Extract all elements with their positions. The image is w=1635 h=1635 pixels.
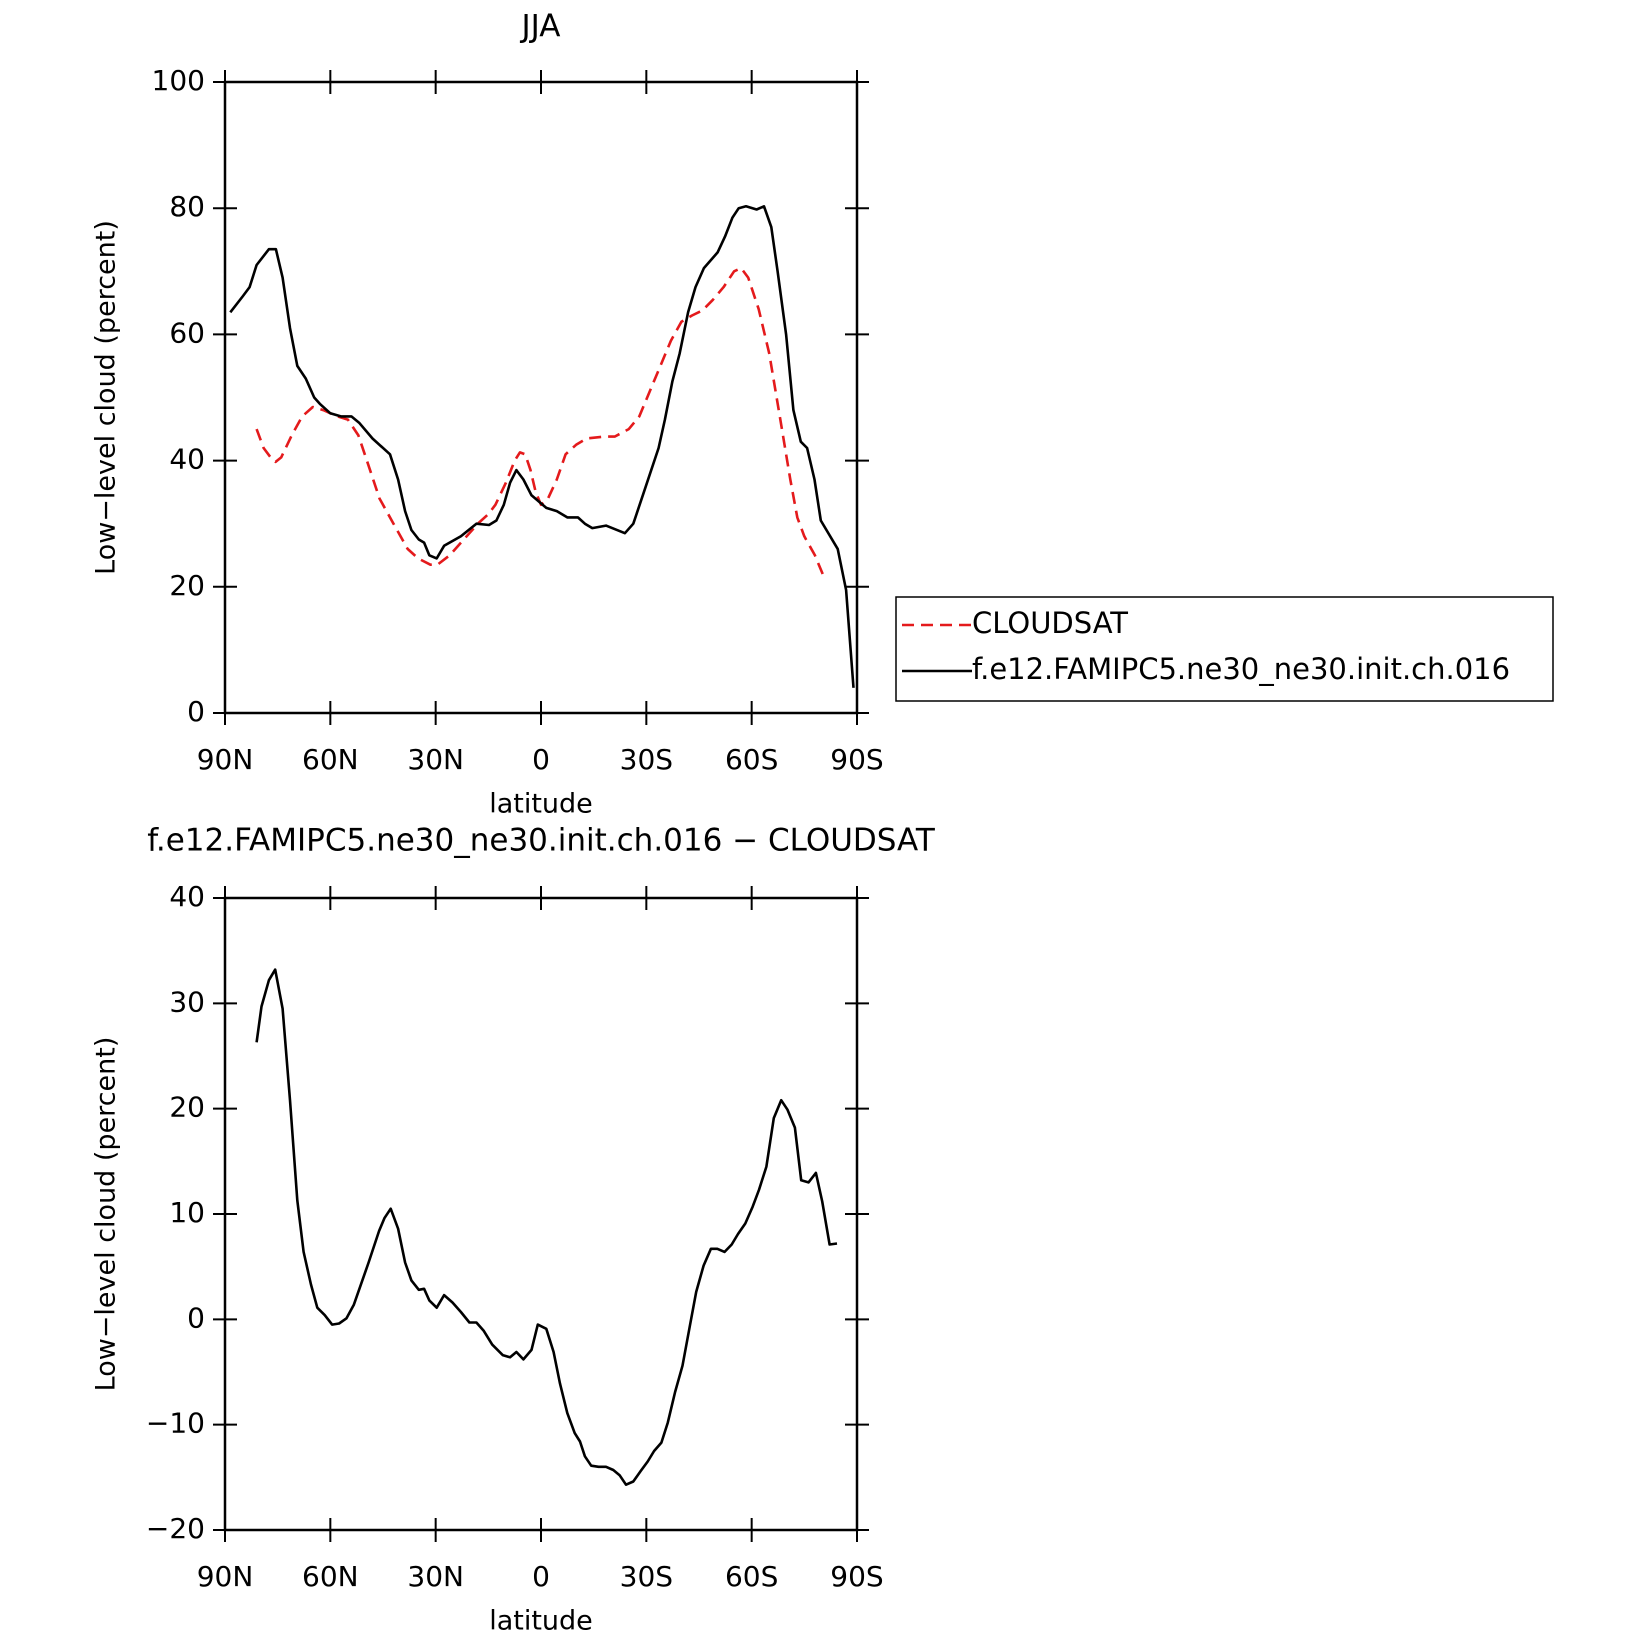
chart-title: JJA [520, 9, 561, 45]
legend-box [895, 596, 1554, 702]
data-line [255, 968, 838, 1486]
plot-frame [223, 896, 859, 1532]
y-tick-label: 20 [169, 1091, 205, 1124]
x-tick-label: 90S [830, 743, 883, 776]
legend-label: f.e12.FAMIPC5.ne30_ne30.init.ch.016 [972, 652, 1510, 686]
y-tick-label: 10 [169, 1196, 205, 1229]
x-tick-label: 0 [532, 1560, 550, 1593]
x-tick-label: 60N [302, 743, 359, 776]
x-tick-label: 90S [830, 1560, 883, 1593]
x-tick-label: 90N [197, 1560, 254, 1593]
y-tick-label: 30 [169, 985, 205, 1018]
y-tick-label: 100 [152, 64, 205, 97]
x-tick-label: 30N [407, 743, 464, 776]
y-tick-label: 20 [169, 569, 205, 602]
x-tick-label: 0 [532, 743, 550, 776]
legend-label: CLOUDSAT [972, 606, 1128, 640]
y-tick-label: −20 [146, 1512, 205, 1545]
y-tick-label: 40 [169, 443, 205, 476]
x-tick-label: 30S [620, 1560, 673, 1593]
y-axis-label: Low−level cloud (percent) [91, 220, 122, 575]
y-axis-label: Low−level cloud (percent) [91, 1037, 122, 1392]
plot-frame [223, 80, 859, 715]
y-tick-label: 60 [169, 316, 205, 349]
x-axis-label: latitude [489, 789, 593, 820]
y-tick-label: 0 [187, 695, 205, 728]
x-tick-label: 60S [725, 743, 778, 776]
y-tick-label: 80 [169, 190, 205, 223]
y-tick-label: −10 [146, 1407, 205, 1440]
x-tick-label: 30S [620, 743, 673, 776]
data-line [255, 266, 827, 581]
x-tick-label: 90N [197, 743, 254, 776]
x-axis-label: latitude [489, 1606, 593, 1635]
x-tick-label: 60N [302, 1560, 359, 1593]
chart-title: f.e12.FAMIPC5.ne30_ne30.init.ch.016 − CL… [147, 823, 936, 859]
x-tick-label: 30N [407, 1560, 464, 1593]
y-tick-label: 40 [169, 880, 205, 913]
x-tick-label: 60S [725, 1560, 778, 1593]
y-tick-label: 0 [187, 1301, 205, 1334]
data-line [229, 205, 855, 688]
